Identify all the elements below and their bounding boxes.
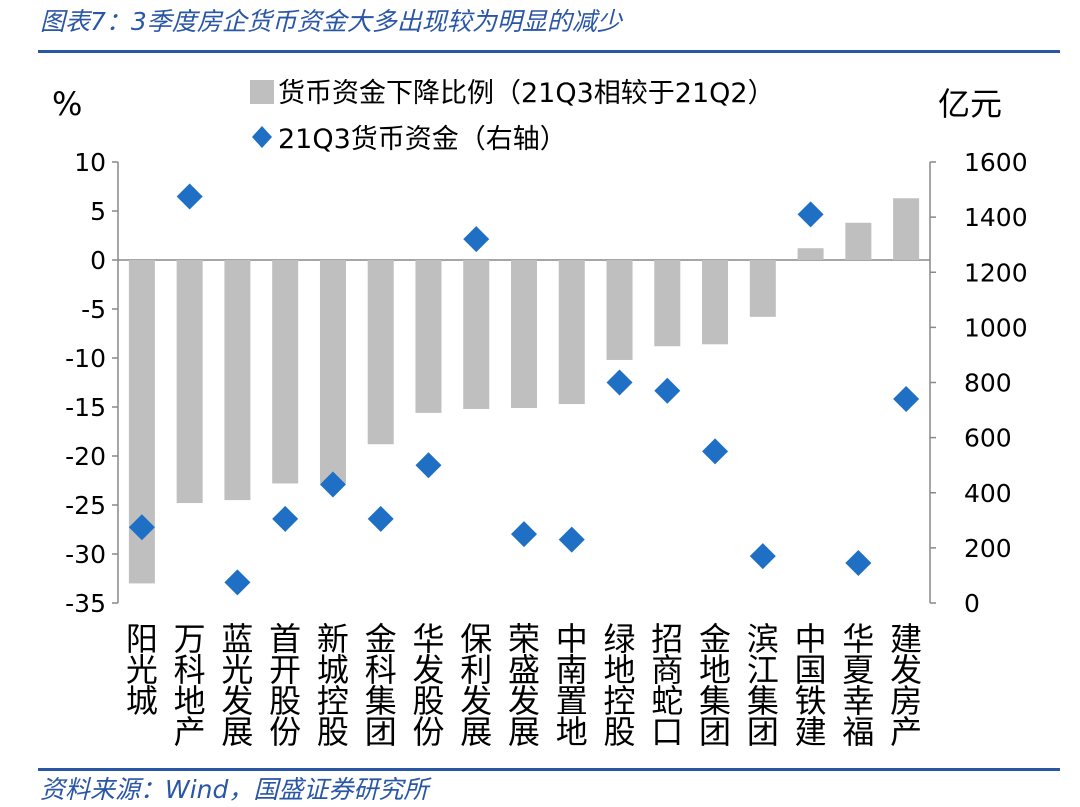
- bar: [511, 260, 537, 408]
- bottom-rule: [38, 768, 1060, 771]
- left-tick-label: 5: [90, 197, 106, 226]
- left-tick-label: -35: [65, 589, 106, 618]
- data-point: [224, 569, 251, 596]
- category-label: 中国铁建: [795, 620, 827, 751]
- data-point: [749, 543, 776, 570]
- data-point: [415, 452, 442, 479]
- chart-legend: 货币资金下降比例（21Q3相较于21Q2） 21Q3货币资金（右轴）: [250, 78, 775, 155]
- left-tick-label: -25: [65, 491, 106, 520]
- bar: [797, 248, 824, 260]
- right-tick-label: 1600: [964, 148, 1028, 177]
- data-point: [654, 377, 681, 404]
- combo-chart: 货币资金下降比例（21Q3相较于21Q2） 21Q3货币资金（右轴） % 亿元 …: [52, 78, 1028, 751]
- left-tick-label: -5: [81, 295, 106, 324]
- data-point: [272, 505, 299, 532]
- left-tick-label: -20: [65, 442, 106, 471]
- bar: [367, 260, 394, 445]
- bar: [463, 260, 490, 409]
- data-point: [893, 386, 920, 413]
- bar: [893, 198, 920, 260]
- left-axis-unit: %: [52, 85, 82, 123]
- bar: [415, 260, 442, 413]
- bar: [606, 260, 633, 360]
- category-label: 华发股份: [412, 620, 444, 751]
- left-tick-label: -15: [65, 393, 106, 422]
- data-point: [845, 550, 872, 577]
- category-label: 建发房产: [890, 620, 922, 751]
- data-point: [702, 438, 729, 465]
- category-label: 金科集团: [365, 620, 397, 751]
- data-point: [176, 183, 203, 210]
- bar: [654, 260, 681, 347]
- left-tick-label: 0: [90, 246, 106, 275]
- category-label: 招商蛇口: [651, 620, 683, 751]
- bar: [558, 260, 585, 405]
- category-label: 首开股份: [269, 620, 301, 751]
- left-tick-label: 10: [74, 148, 106, 177]
- bar: [224, 260, 251, 501]
- legend-swatch-diamond: [252, 126, 272, 148]
- category-label: 蓝光发展: [221, 620, 253, 751]
- category-label: 绿地控股: [604, 620, 636, 751]
- category-label: 保利发展: [460, 620, 492, 751]
- top-rule: [38, 50, 1060, 53]
- bar: [272, 260, 299, 484]
- right-tick-label: 1400: [964, 203, 1028, 232]
- category-label: 金地集团: [699, 620, 731, 751]
- category-label: 荣盛发展: [508, 620, 540, 751]
- source-note: 资料来源：Wind，国盛证券研究所: [40, 775, 429, 804]
- data-point: [367, 505, 394, 532]
- category-label: 滨江集团: [747, 620, 779, 751]
- left-tick-label: -30: [65, 540, 106, 569]
- right-tick-label: 400: [964, 479, 1012, 508]
- bar: [749, 260, 776, 317]
- category-label: 华夏幸福: [842, 620, 874, 751]
- data-point: [319, 471, 346, 498]
- category-label: 阳光城: [126, 620, 158, 720]
- legend-label-diamond: 21Q3货币资金（右轴）: [278, 124, 567, 155]
- left-tick-label: -10: [65, 344, 106, 373]
- data-point: [797, 201, 824, 228]
- data-point: [558, 526, 585, 553]
- data-point: [128, 514, 155, 541]
- data-point: [463, 226, 490, 253]
- category-label: 新城控股: [317, 620, 349, 751]
- right-tick-label: 1000: [964, 313, 1028, 342]
- category-label: 万科地产: [174, 620, 206, 751]
- right-tick-label: 800: [964, 369, 1012, 398]
- legend-swatch-bar: [250, 80, 274, 104]
- category-label: 中南置地: [556, 620, 588, 751]
- data-point: [511, 521, 537, 548]
- bar: [319, 260, 346, 484]
- legend-label-bar: 货币资金下降比例（21Q3相较于21Q2）: [278, 78, 775, 109]
- figure-title: 图表7：3季度房企货币资金大多出现较为明显的减少: [40, 7, 622, 36]
- right-tick-label: 200: [964, 534, 1012, 563]
- bar: [845, 222, 872, 260]
- data-point: [606, 369, 633, 396]
- bar: [702, 260, 729, 345]
- right-tick-label: 600: [964, 424, 1012, 453]
- right-tick-label: 0: [964, 589, 980, 618]
- bar: [176, 260, 203, 504]
- right-tick-label: 1200: [964, 258, 1028, 287]
- right-axis-unit: 亿元: [938, 85, 1002, 123]
